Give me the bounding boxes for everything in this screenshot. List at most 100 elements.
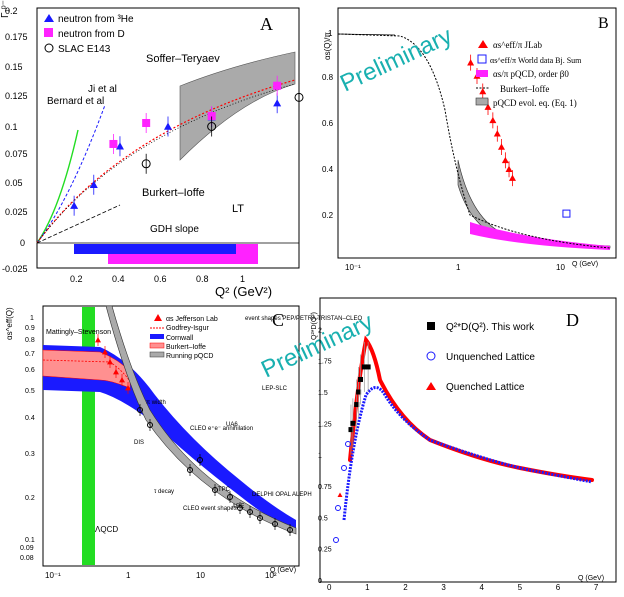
panel-b-point	[497, 143, 505, 150]
panel-c-ylabel: αs^eff(Q)	[5, 307, 14, 340]
panel-b-point	[508, 174, 516, 181]
panel-d-point	[356, 389, 362, 395]
panel-c-ytick-1: 0.9	[25, 325, 35, 332]
panel-b-pqcd-band	[470, 222, 610, 250]
panel-a-legend-triangle	[44, 14, 54, 22]
panel-a-ytick-1: 0.175	[5, 32, 28, 42]
panel-c-point	[197, 457, 203, 463]
panel-b-xtick-0: 10⁻¹	[345, 263, 361, 272]
panel-d-ytick: 1.25	[318, 421, 332, 428]
panel-c-point	[95, 337, 101, 343]
panel-c-ytick-8: 0.2	[25, 495, 35, 502]
panel-c-label-lqcd: ΛQCD	[95, 525, 118, 534]
panel-a-syst-blue	[74, 244, 236, 254]
panel-d-legend-2: Quenched Lattice	[446, 382, 525, 393]
panel-c-label-lep: LEP-SLC	[262, 386, 288, 392]
panel-c-point	[212, 487, 218, 493]
panel-c-point	[257, 515, 263, 521]
panel-d-ytick: 0.75	[318, 484, 332, 491]
panel-b-xlabel: Q (GeV)	[572, 261, 598, 268]
panel-b-point	[479, 88, 487, 95]
panel-d-xtick: 0	[327, 583, 332, 592]
panel-d-point-lattice	[333, 537, 339, 543]
panel-a-ytick-6: 0.05	[5, 178, 23, 188]
panel-b-letter: B	[598, 15, 609, 32]
panel-c-ytick-2: 0.8	[25, 337, 35, 344]
panel-c-ytick-0: 1	[30, 315, 34, 322]
panel-c-label-delphi: DELPHI OPAL ALEPH	[252, 492, 312, 498]
panel-c-point	[119, 377, 125, 383]
panel-c-ytick-10: 0.09	[20, 545, 34, 552]
panel-c-ytick-3: 0.7	[25, 351, 35, 358]
panel-b-legend-band	[476, 70, 488, 77]
panel-c-ytick-11: 0.08	[20, 555, 34, 562]
panel-d-point	[361, 364, 367, 370]
panel-b-legend-3: Burkert–Ioffe	[500, 84, 549, 94]
panel-c-label-event: event shapes PEP/PETRA TRISTAN–CLEO	[245, 316, 362, 322]
panel-a-xtick-0: 0.2	[70, 274, 83, 284]
panel-a-ytick-4: 0.1	[5, 122, 18, 132]
panel-b-ytick-0: 1	[328, 29, 333, 38]
panel-d-point-lattice	[335, 505, 341, 511]
panel-c-point	[137, 407, 143, 413]
panel-c-lqcd-band	[82, 307, 95, 565]
panel-d-point	[358, 376, 364, 382]
panel-a-label-soffer: Soffer–Teryaev	[146, 53, 220, 65]
panel-d-xtick: 5	[518, 583, 523, 592]
panel-c-xtick-1: 1	[126, 571, 131, 580]
panel-a-syst-magenta	[108, 254, 258, 264]
panel-a-ylabel: Γ₁ᵖ⁻ⁿ	[0, 0, 11, 18]
panel-d-point	[365, 364, 371, 370]
panel-a-letter: A	[260, 14, 273, 34]
panel-d-point-lattice	[341, 465, 347, 471]
panel-b-point	[489, 116, 497, 124]
panel-a-label-gdh: GDH slope	[150, 224, 199, 235]
panel-c-label-dis: DIS	[134, 440, 144, 446]
panel-d-xlabel: Q (GeV)	[578, 575, 604, 582]
panel-c-label-ccb: CLEO event shapes	[183, 506, 237, 512]
panel-c-legend-running	[149, 351, 165, 358]
panel-a-xtick-2: 0.6	[154, 274, 167, 284]
panel-d-letter: D	[566, 310, 579, 330]
panel-d-frame	[319, 297, 617, 583]
panel-c-label-tau: τ decay	[154, 489, 174, 495]
panel-b-point	[505, 165, 513, 172]
panel-d-xtick: 1	[365, 583, 370, 592]
panel-b-burkert-curve	[337, 33, 611, 249]
panel-a-legend-2: SLAC E143	[58, 44, 111, 55]
panel-b-ytick-4: 0.2	[322, 211, 334, 220]
panel-d-xtick: 4	[480, 583, 485, 592]
panel-d-legend-1: Unquenched Lattice	[446, 352, 535, 363]
panel-d-point-quenched	[337, 492, 343, 497]
panel-b-point	[501, 156, 509, 164]
panel-a-point	[109, 139, 118, 148]
panel-d-xtick: 2	[403, 583, 408, 592]
panel-a-point	[70, 201, 79, 209]
panel-a-syst-blue-slope	[74, 244, 110, 254]
panel-d-xtick: 7	[594, 583, 599, 592]
panel-d-legend-triangle	[426, 382, 436, 390]
panel-a-gdh-curve	[36, 204, 121, 244]
panel-a-ytick-7: 0.025	[5, 207, 28, 217]
panel-b-point	[467, 59, 475, 66]
panel-c-point	[227, 494, 233, 500]
panel-a-ytick-8: 0	[20, 238, 25, 248]
panel-a-bernard-curve	[36, 129, 79, 244]
panel-a-point	[273, 99, 282, 107]
panel-a-point	[164, 122, 172, 130]
panel-a-legend-circle	[44, 43, 54, 53]
panel-a-xtick-1: 0.4	[112, 274, 125, 284]
panel-a-frame	[36, 7, 300, 269]
panel-a-points	[70, 75, 304, 216]
panel-c-point	[113, 369, 119, 375]
panel-c-point	[102, 349, 108, 355]
panel-d-legend-circle	[426, 351, 436, 361]
panel-c-label-ua6: UA6	[226, 422, 238, 428]
panel-c-point	[187, 467, 193, 473]
panel-a-soffer-band	[179, 51, 296, 161]
panel-d-legend-0: Q²*D(Q²). This work	[446, 322, 535, 333]
panel-a-point	[142, 119, 151, 128]
panel-d-unquenched-curve	[342, 386, 593, 521]
panel-c-point	[237, 505, 243, 511]
panel-b-legend-square	[477, 54, 487, 64]
